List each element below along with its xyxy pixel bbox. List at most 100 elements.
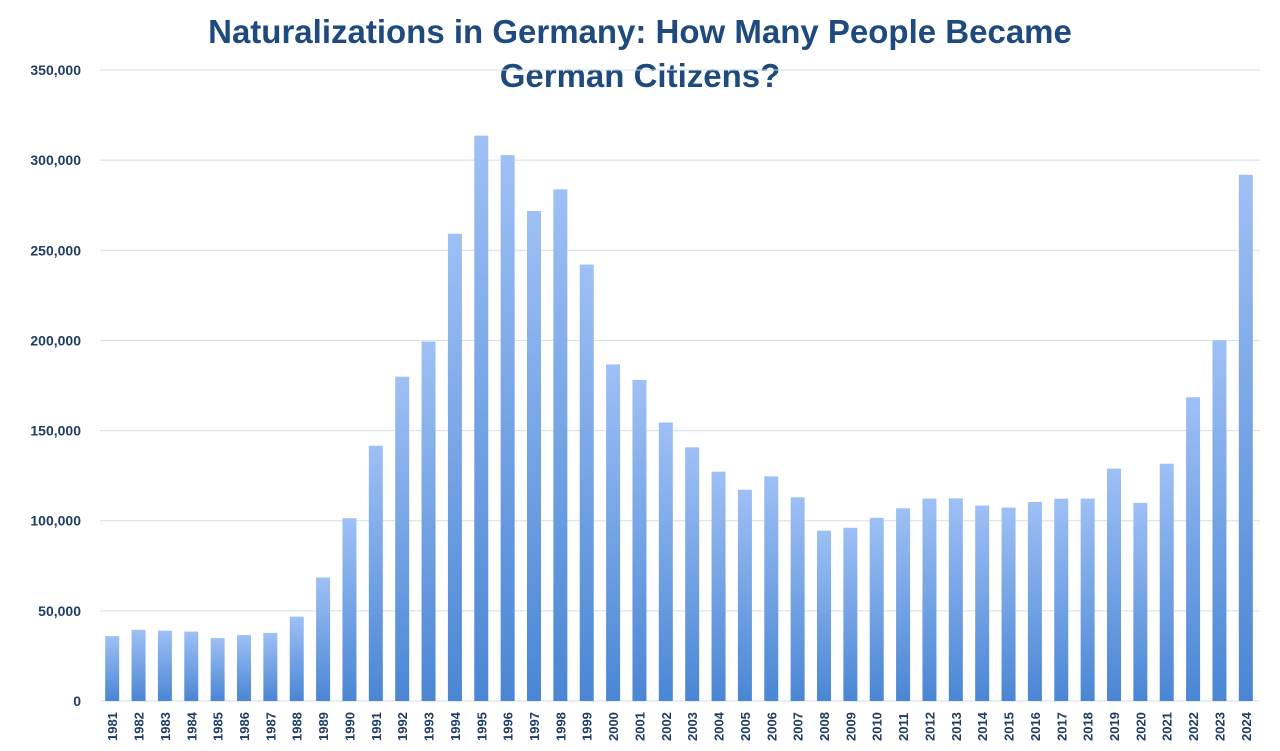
x-tick-label: 2017 — [1054, 712, 1069, 741]
bar-2022 — [1186, 397, 1201, 701]
bar-2016 — [1027, 501, 1042, 701]
bar-2021 — [1159, 463, 1174, 701]
x-tick-label: 2000 — [606, 712, 621, 741]
y-tick-label: 150,000 — [30, 423, 81, 439]
bar-2008 — [817, 530, 831, 701]
x-tick-label: 2019 — [1107, 712, 1122, 741]
x-tick-label: 2011 — [896, 713, 911, 741]
bar-2010 — [869, 517, 884, 701]
x-tick-label: 2004 — [712, 711, 727, 741]
bar-2024 — [1238, 174, 1253, 702]
bar-2007 — [790, 497, 805, 701]
y-tick-label: 200,000 — [30, 332, 81, 348]
bar-2012 — [922, 498, 937, 701]
x-tick-label: 1988 — [290, 712, 305, 741]
x-tick-label: 1997 — [527, 712, 542, 741]
x-tick-label: 1985 — [211, 712, 226, 741]
x-tick-label: 2007 — [791, 712, 806, 741]
bar-2013 — [948, 498, 963, 701]
bar-1983 — [157, 630, 172, 701]
x-tick-label: 1995 — [474, 712, 489, 741]
bar-1995 — [474, 135, 489, 701]
x-tick-label: 2012 — [922, 712, 937, 741]
bar-2003 — [685, 447, 700, 701]
x-tick-label: 2016 — [1028, 712, 1043, 741]
x-tick-label: 2010 — [870, 712, 885, 741]
bar-2011 — [896, 508, 911, 701]
bars — [105, 135, 1253, 702]
x-tick-label: 2022 — [1186, 712, 1201, 741]
bar-2015 — [1001, 507, 1016, 701]
x-tick-label: 1986 — [237, 712, 252, 741]
y-axis-ticks: 0 50,000 100,000 150,000 200,000 250,000 300,0… — [30, 62, 81, 709]
bar-1982 — [131, 629, 146, 701]
y-tick-label: 350,000 — [30, 62, 81, 78]
x-tick-label: 1998 — [553, 712, 568, 741]
x-tick-label: 1984 — [184, 711, 199, 741]
gridlines — [100, 69, 1260, 702]
bar-1984 — [184, 631, 199, 701]
bar-2006 — [764, 476, 779, 701]
bar-1988 — [289, 616, 304, 701]
x-tick-label: 2003 — [685, 712, 700, 741]
x-tick-label: 1982 — [132, 712, 147, 741]
bar-2018 — [1080, 498, 1095, 701]
bar-1989 — [316, 577, 331, 701]
x-tick-label: 2015 — [1002, 712, 1017, 741]
bar-1991 — [368, 445, 383, 701]
x-tick-label: 2008 — [817, 712, 832, 741]
x-tick-label: 1983 — [158, 712, 173, 741]
bar-2001 — [632, 379, 647, 701]
x-tick-label: 2002 — [659, 712, 674, 741]
bar-1990 — [342, 518, 357, 701]
x-tick-label: 1996 — [501, 712, 516, 741]
bar-2004 — [711, 471, 726, 701]
bar-2023 — [1212, 340, 1227, 701]
x-tick-label: 1992 — [395, 712, 410, 741]
x-tick-label: 2018 — [1081, 712, 1096, 741]
bar-2020 — [1133, 502, 1148, 701]
bar-1981 — [105, 636, 120, 701]
x-tick-label: 1993 — [422, 712, 437, 741]
x-tick-label: 1999 — [580, 712, 595, 741]
y-tick-label: 50,000 — [38, 603, 81, 619]
x-tick-label: 2024 — [1239, 711, 1254, 741]
bar-2009 — [843, 527, 858, 701]
bar-1999 — [579, 264, 594, 701]
chart-title: Naturalizations in Germany: How Many Peo… — [0, 10, 1280, 98]
x-tick-label: 2023 — [1212, 712, 1227, 741]
bar-1994 — [447, 233, 462, 701]
bar-2019 — [1107, 468, 1121, 701]
y-tick-label: 0 — [73, 693, 81, 709]
bar-2000 — [606, 364, 621, 701]
bar-2002 — [658, 422, 673, 701]
x-tick-label: 2020 — [1133, 712, 1148, 741]
x-tick-label: 2001 — [632, 712, 647, 741]
bar-2014 — [975, 505, 990, 701]
y-tick-label: 250,000 — [30, 242, 81, 258]
bar-1992 — [395, 376, 410, 701]
x-tick-label: 2005 — [738, 712, 753, 741]
x-tick-label: 2006 — [764, 712, 779, 741]
x-tick-label: 1991 — [369, 712, 384, 741]
x-tick-label: 1981 — [105, 712, 120, 741]
bar-2005 — [737, 489, 752, 701]
x-tick-label: 1990 — [342, 712, 357, 741]
x-tick-label: 1994 — [448, 711, 463, 741]
chart-title-line-2: German Citizens? — [499, 57, 781, 94]
x-axis-ticks: 1981 1982 1983 1984 1985 1986 1987 1988 1989 1990… — [105, 711, 1254, 741]
x-tick-label: 1989 — [316, 712, 331, 741]
x-tick-label: 1987 — [263, 712, 278, 741]
x-tick-label: 2021 — [1160, 712, 1175, 741]
bar-2017 — [1054, 498, 1069, 701]
bar-1998 — [553, 189, 568, 702]
x-tick-label: 2009 — [843, 712, 858, 741]
bar-1996 — [500, 155, 515, 702]
x-tick-label: 2013 — [949, 712, 964, 741]
bar-1997 — [527, 210, 541, 701]
y-tick-label: 300,000 — [30, 152, 81, 168]
chart-title-line-1: Naturalizations in Germany: How Many Peo… — [208, 13, 1072, 50]
y-tick-label: 100,000 — [30, 513, 81, 529]
x-tick-label: 2014 — [975, 711, 990, 741]
